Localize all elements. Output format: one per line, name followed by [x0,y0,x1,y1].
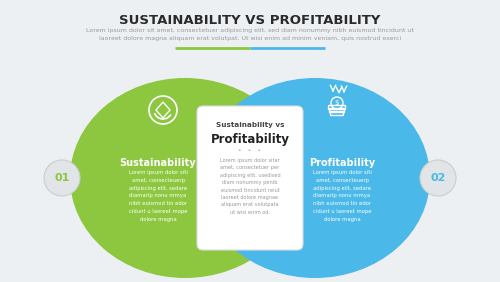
Text: laoreet dolore magna aliquam erat volutpat. Ut wisi enim ad minim veniam, quis n: laoreet dolore magna aliquam erat volutp… [99,36,401,41]
Text: Lorem ipsum dolor siti
amet, consecteuerp
adipiscing elit, sedare
diamarlp nonu : Lorem ipsum dolor siti amet, consecteuer… [128,170,188,222]
Ellipse shape [200,78,430,278]
Text: Lorem ipsum dolor sit amet, consectetuer adipiscing elit, sed diam nonummy nibh : Lorem ipsum dolor sit amet, consectetuer… [86,28,414,33]
Text: Profitability: Profitability [210,133,290,146]
Text: Sustainability: Sustainability [120,158,196,168]
Text: Sustainability vs: Sustainability vs [216,122,284,128]
Text: 01: 01 [54,173,70,183]
Circle shape [420,160,456,196]
Text: SUSTAINABILITY VS PROFITABILITY: SUSTAINABILITY VS PROFITABILITY [120,14,380,27]
Text: $: $ [335,100,339,106]
FancyBboxPatch shape [197,106,303,250]
Ellipse shape [70,78,300,278]
Circle shape [44,160,80,196]
Text: Lorem ipsum dolor siti
amet, consecteuerp
adipiscing elit, sedare
diamarlp nonu : Lorem ipsum dolor siti amet, consecteuer… [312,170,372,222]
Text: Profitability: Profitability [309,158,375,168]
Text: Lorem ipsum dolor sitar
amet, consectetuer per
adipiscing elit, usedised
diam no: Lorem ipsum dolor sitar amet, consectetu… [220,158,280,215]
Text: 02: 02 [430,173,446,183]
Text: •   •   •: • • • [238,148,262,153]
